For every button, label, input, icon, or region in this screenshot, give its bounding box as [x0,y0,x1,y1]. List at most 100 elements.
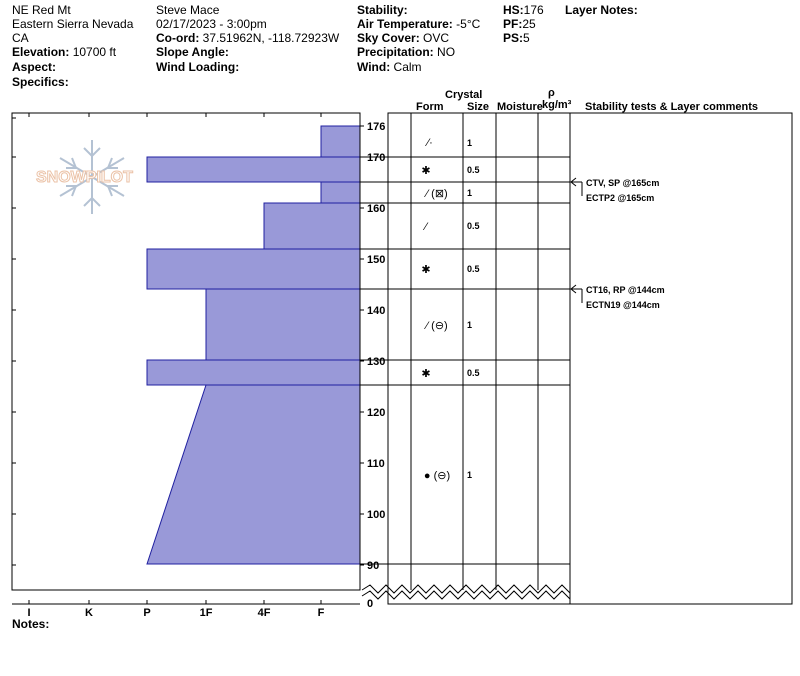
stability-label: Stability: [357,3,408,17]
layer-table-grid [387,112,793,605]
stability-test-arrows [570,177,583,303]
stability-test-1-line2: ECTP2 @165cm [586,193,654,203]
air-temp-label: Air Temperature: [357,17,453,31]
form-cell-8: ● (⊖) [424,470,450,482]
layer-bar-130-125 [146,359,361,386]
hardness-label-i: I [27,607,30,619]
size-cell-4: 0.5 [467,221,480,231]
state: CA [12,31,29,45]
top-hardness-ticks [28,113,322,117]
wind-label: Wind: [357,60,391,74]
pf-value: 25 [522,17,536,31]
layer-bar-170-165 [146,156,361,183]
form-header: Form [416,101,444,113]
crystal-header: Crystal [445,89,483,101]
size-cell-6: 1 [467,320,472,330]
layer-bar-165-161 [320,181,361,204]
left-depth-ticks [12,117,16,566]
ps-value: 5 [523,31,530,45]
depth-label-110: 110 [367,458,385,470]
depth-label-176: 176 [367,121,385,133]
crystal-form-cells: ⁄· ✱ ⁄ (⊠) ⁄ ✱ ⁄ (⊖) ✱ ● (⊖) [421,137,450,482]
depth-label-170: 170 [367,152,385,164]
slope-angle-label: Slope Angle: [156,45,229,59]
precip-value: NO [433,45,456,59]
notes-label: Notes: [12,617,50,631]
form-cell-1: ⁄· [424,137,433,149]
snow-height: HS:176 [503,3,544,17]
mountain-range: Eastern Sierra Nevada [12,17,134,31]
hardness-layers [146,125,361,565]
snowflake-icon [59,140,125,214]
snowpilot-watermark: SNOWPILOT [36,140,134,214]
moisture-header: Moisture [497,101,543,113]
coordinates: Co-ord: 37.51962N, -118.72923W [156,31,339,45]
depth-label-120: 120 [367,407,385,419]
density-symbol: ρ [548,87,555,99]
layer-bar-176-170 [320,125,361,158]
layer-bar-144-130 [205,288,361,361]
form-cell-2: ✱ [421,165,430,177]
layer-notes-label: Layer Notes: [565,3,638,17]
location-name: NE Red Mt [12,3,71,17]
depth-connector-lines [360,156,388,565]
observer: Steve Mace [156,3,220,17]
stability-test-labels: CTV, SP @165cm ECTP2 @165cm CT16, RP @14… [586,178,665,310]
depth-label-150: 150 [367,254,385,266]
layer-bar-152-144 [146,248,361,290]
depth-tick-labels: 176 170 160 150 140 130 120 110 100 90 0 [367,121,385,610]
ps-label: PS: [503,31,524,45]
sky-value: OVC [419,31,450,45]
stability-test-2-line2: ECTN19 @144cm [586,300,660,310]
hardness-label-1f: 1F [200,607,213,619]
stability-comments-header: Stability tests & Layer comments [585,101,759,113]
wind-value: Calm [390,60,422,74]
wind-loading-label: Wind Loading: [156,60,240,74]
elevation: Elevation: 10700 ft [12,45,116,59]
hs-value: 176 [523,3,544,17]
size-cell-5: 0.5 [467,264,480,274]
layer-bar-161-152 [263,202,361,250]
wind: Wind: Calm [357,60,422,74]
aspect-label: Aspect: [12,60,57,74]
observation-datetime: 02/17/2023 - 3:00pm [156,17,267,31]
coord-value: 37.51962N, -118.72923W [199,31,340,45]
air-temp-value: -5°C [452,17,481,31]
elevation-label: Elevation: [12,45,70,59]
stability-test-2-line1: CT16, RP @144cm [586,285,665,295]
size-cell-3: 1 [467,188,472,198]
depth-break-zigzag [361,584,571,600]
size-cell-2: 0.5 [467,165,480,175]
form-cell-5: ✱ [421,264,430,276]
size-cell-1: 1 [467,138,472,148]
stability-test-1-line1: CTV, SP @165cm [586,178,659,188]
precipitation: Precipitation: NO [357,45,455,59]
depth-label-130: 130 [367,356,385,368]
depth-label-100: 100 [367,509,385,521]
snowpilot-logo-text: SNOWPILOT [36,169,133,186]
size-cell-8: 1 [467,470,472,480]
hardness-axis-ticks [28,600,322,604]
form-cell-6: ⁄ (⊖) [423,320,447,332]
sky-label: Sky Cover: [357,31,420,45]
coord-label: Co-ord: [156,31,200,45]
size-header: Size [467,101,490,113]
hardness-label-k: K [85,607,93,619]
sky-cover: Sky Cover: OVC [357,31,449,45]
elevation-value: 10700 ft [69,45,117,59]
hardness-label-f: F [318,607,325,619]
pf-label: PF: [503,17,523,31]
hardness-tick-labels: I K P 1F 4F F [27,607,324,619]
depth-label-0: 0 [367,598,373,610]
form-cell-4: ⁄ [422,221,429,233]
depth-label-90: 90 [367,560,379,572]
precip-label: Precipitation: [357,45,434,59]
specifics-label: Specifics: [12,75,69,89]
form-cell-7: ✱ [421,368,430,380]
hardness-label-4f: 4F [258,607,271,619]
crystal-size-cells: 1 0.5 1 0.5 0.5 1 0.5 1 [467,138,480,480]
depth-axis-ticks [360,125,364,566]
size-cell-7: 0.5 [467,368,480,378]
ski-penetration: PS:5 [503,31,530,45]
